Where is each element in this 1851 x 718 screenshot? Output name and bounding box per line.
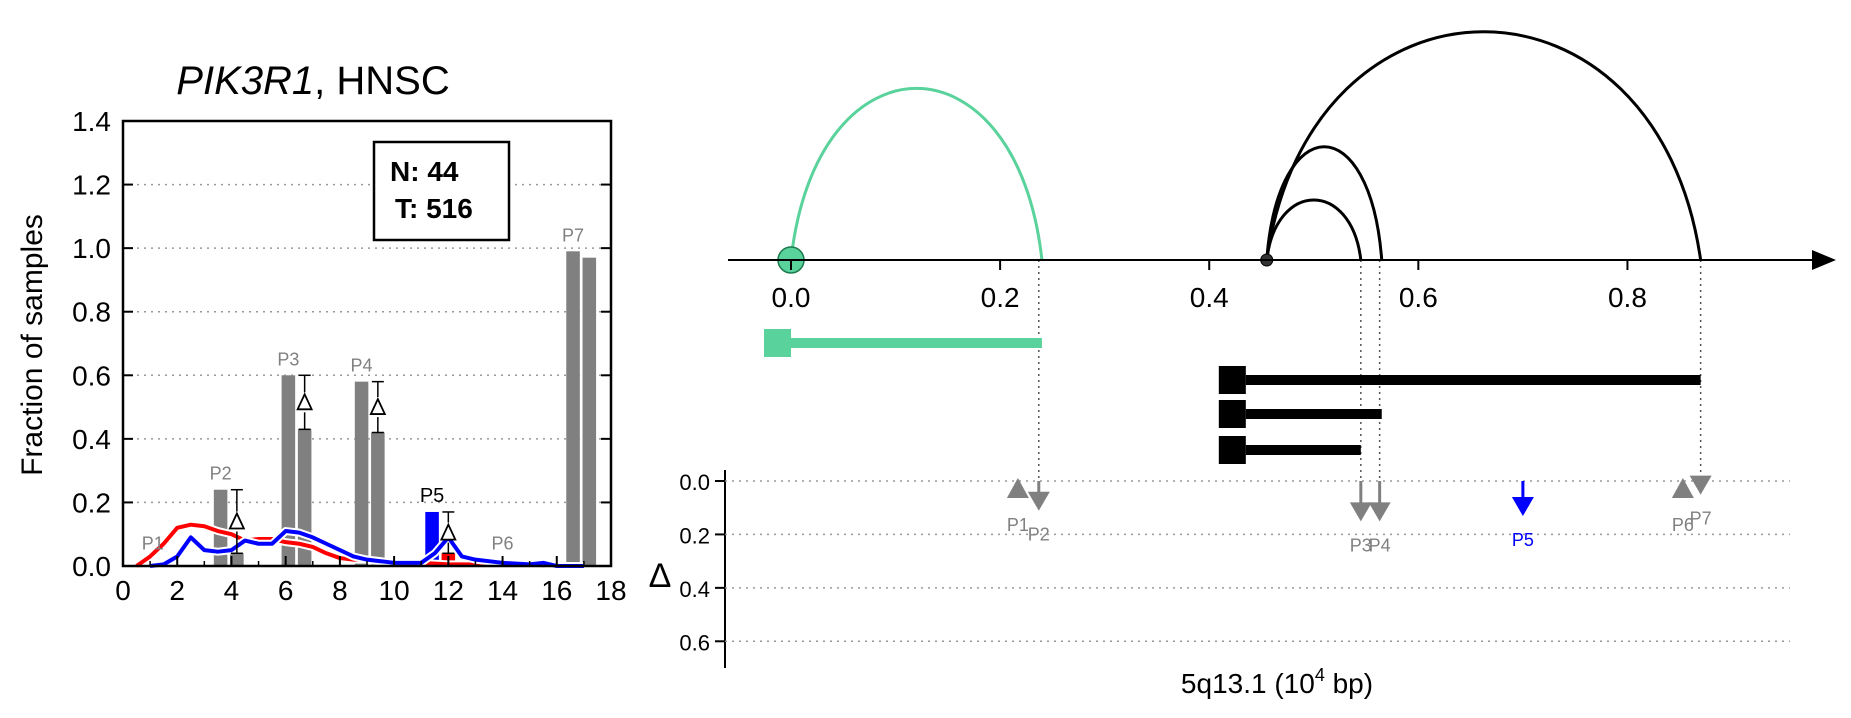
genomic-axis: 0.0 0.2 0.4 0.6 0.8 — [728, 250, 1836, 313]
delta-tick-label: 0.6 — [679, 630, 710, 655]
splice-arc — [1265, 30, 1703, 261]
promoter-label: P6 — [492, 534, 514, 554]
x-tick-label: 0.6 — [1399, 282, 1438, 313]
chart-title: PIK3R1, HNSC — [176, 59, 449, 103]
density-curve — [149, 529, 584, 568]
y-tick-label: 0.2 — [72, 487, 111, 518]
transcript-start-box — [1218, 436, 1246, 464]
transcript-start-box — [1218, 366, 1246, 394]
x-axis-label-main: 5q13.1 (10 — [1181, 668, 1315, 699]
delta-marker-label: P3 — [1350, 535, 1372, 555]
promoter-labels: P1 P2 P3 P4 P5 P6 P7 — [142, 225, 584, 553]
bar — [582, 257, 597, 566]
delta-axis-label: Δ — [649, 557, 672, 595]
x-tick-label: 10 — [379, 575, 410, 606]
splice-arc — [1265, 145, 1384, 261]
promoter-label: P3 — [277, 349, 299, 369]
delta-grid: 0.0 0.2 0.4 0.6 — [679, 470, 1790, 668]
delta-symbol — [439, 522, 457, 541]
y-tick-label: 0.4 — [72, 424, 111, 455]
legend-box: N: 44 T: 516 — [372, 140, 511, 242]
bars — [213, 251, 597, 567]
x-tick-label: 16 — [541, 575, 572, 606]
x-tick-label: 0 — [115, 575, 131, 606]
density-curves — [134, 520, 584, 570]
y-tick-label: 1.0 — [72, 233, 111, 264]
x-axis-label: 5q13.1 (104 bp) — [1181, 665, 1373, 699]
delta-symbol — [228, 511, 246, 530]
promoter-label: P4 — [351, 356, 373, 376]
bar — [281, 375, 296, 566]
density-curve — [135, 522, 584, 568]
delta-arrow-up — [1006, 478, 1029, 498]
x-tick-label: 0.0 — [772, 282, 811, 313]
x-tick-label: 0.4 — [1190, 282, 1229, 313]
y-tick-label: 0.8 — [72, 297, 111, 328]
delta-arrow-down — [1511, 497, 1534, 517]
axis-ticks: 0.0 0.2 0.4 0.6 0.8 1.0 1.2 1.4 0 2 4 6 8 10 12 14 16 18 — [72, 106, 627, 606]
x-tick-label: 12 — [433, 575, 464, 606]
bar — [566, 251, 580, 567]
delta-tick-label: 0.0 — [679, 470, 710, 495]
delta-arrow-down — [1349, 502, 1372, 522]
splice-arc — [789, 86, 1044, 261]
delta-marker-label: P5 — [1512, 530, 1534, 550]
bar — [371, 432, 385, 566]
promoter-guide-lines — [1038, 260, 1702, 515]
x-tick-label: 18 — [595, 575, 626, 606]
transcript-start-box — [764, 329, 791, 357]
y-tick-label: 0.6 — [72, 360, 111, 391]
splice-arc — [1265, 198, 1363, 261]
delta-symbol — [369, 396, 387, 415]
x-tick-label: 0.8 — [1608, 282, 1647, 313]
x-tick-label: 14 — [487, 575, 518, 606]
delta-tick-label: 0.4 — [679, 577, 710, 602]
x-tick-label: 2 — [169, 575, 185, 606]
y-axis-label: Fraction of samples — [16, 214, 49, 476]
promoter-label: P1 — [142, 534, 164, 554]
delta-markers — [228, 374, 457, 555]
delta-symbol — [296, 392, 314, 411]
y-tick-label: 0.0 — [72, 551, 111, 582]
legend-normal-count: N: 44 — [390, 156, 459, 187]
splice-arc-diagram: 0.0 0.2 0.4 0.6 0.8 — [728, 30, 1836, 515]
delta-marker-label: P6 — [1672, 515, 1694, 535]
delta-marker-label: P1 — [1007, 515, 1029, 535]
legend-tumor-count: T: 516 — [395, 193, 473, 224]
promoter-label: P5 — [420, 485, 444, 507]
delta-tick-label: 0.2 — [679, 523, 710, 548]
chart-title-rest: , HNSC — [314, 59, 450, 103]
x-axis-label-exponent: 4 — [1315, 665, 1325, 685]
promoter-label: P2 — [210, 464, 232, 484]
promoter-label: P7 — [562, 225, 584, 245]
delta-marker-label: P2 — [1028, 525, 1050, 545]
delta-marker-label: P4 — [1369, 535, 1391, 555]
x-tick-label: 6 — [278, 575, 294, 606]
y-tick-label: 1.2 — [72, 170, 111, 201]
delta-arrow-down — [1689, 475, 1712, 495]
x-axis-label-end: bp) — [1325, 668, 1373, 699]
transcript-start-box — [1218, 400, 1246, 428]
y-tick-label: 1.4 — [72, 106, 111, 137]
x-tick-label: 4 — [224, 575, 240, 606]
axis-arrow-head — [1812, 250, 1836, 270]
x-tick-label: 8 — [332, 575, 348, 606]
splice-arcs — [777, 30, 1703, 274]
delta-arrow-down — [1027, 491, 1050, 511]
delta-arrow-up — [1671, 478, 1694, 498]
bar — [354, 381, 369, 566]
bar — [230, 553, 244, 566]
x-tick-label: 0.2 — [981, 282, 1020, 313]
transcripts — [764, 329, 1701, 464]
chart-title-gene: PIK3R1 — [176, 59, 314, 103]
delta-arrow-down — [1368, 502, 1391, 522]
delta-marker-label: P7 — [1690, 509, 1712, 529]
